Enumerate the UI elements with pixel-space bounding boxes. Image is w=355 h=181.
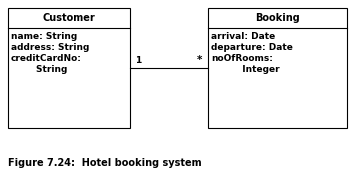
Text: String: String <box>11 65 67 74</box>
Bar <box>8 8 130 128</box>
Text: 1: 1 <box>135 56 141 65</box>
Text: Booking: Booking <box>255 13 300 23</box>
Text: creditCardNo:: creditCardNo: <box>11 54 82 63</box>
Bar <box>208 8 347 128</box>
Text: *: * <box>197 55 202 65</box>
Text: Integer: Integer <box>211 65 280 74</box>
Text: address: String: address: String <box>11 43 89 52</box>
Text: Customer: Customer <box>43 13 95 23</box>
Text: Figure 7.24:  Hotel booking system: Figure 7.24: Hotel booking system <box>8 158 202 168</box>
Text: departure: Date: departure: Date <box>211 43 293 52</box>
Text: name: String: name: String <box>11 32 77 41</box>
Text: arrival: Date: arrival: Date <box>211 32 275 41</box>
Text: noOfRooms:: noOfRooms: <box>211 54 273 63</box>
